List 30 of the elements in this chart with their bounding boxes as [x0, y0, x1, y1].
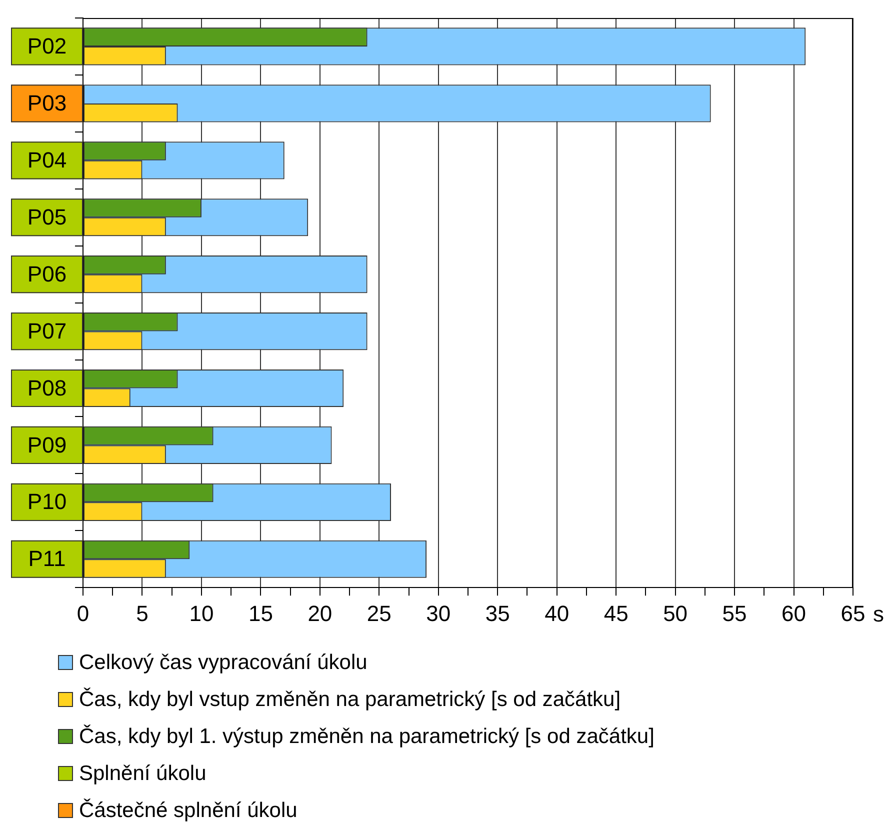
x-tick-label: 5 — [136, 600, 148, 626]
x-tick-label: 40 — [544, 600, 570, 626]
y-tick-label: P05 — [27, 204, 67, 230]
y-tick-label: P09 — [27, 432, 67, 458]
legend-label: Celkový čas vypracování úkolu — [79, 650, 368, 674]
legend-label: Čas, kdy byl 1. výstup změněn na parametrický [s od začátku] — [79, 724, 654, 748]
x-tick-label: 50 — [663, 600, 688, 626]
x-tick-label: 30 — [426, 600, 451, 626]
y-tick-label: P06 — [27, 261, 67, 286]
x-tick-label: 35 — [485, 600, 510, 626]
legend-label: Splnění úkolu — [79, 762, 206, 786]
legend-label: Částečné splnění úkolu — [79, 798, 298, 822]
x-tick-label: 65 — [840, 600, 866, 626]
y-tick-label: P08 — [27, 375, 67, 400]
x-tick-label: 55 — [722, 600, 747, 626]
legend-label: Čas, kdy byl vstup změněn na parametrický [s od začátku] — [79, 688, 621, 712]
y-tick-label: P07 — [27, 318, 67, 344]
x-tick-label: 45 — [604, 600, 628, 626]
x-tick-label: 60 — [782, 600, 806, 626]
y-tick-label: P11 — [28, 546, 66, 572]
x-tick-label: 20 — [308, 600, 332, 626]
x-tick-label: 15 — [248, 600, 273, 626]
y-tick-label: P03 — [27, 90, 67, 116]
x-axis-title: s — [873, 602, 884, 627]
x-tick-label: 0 — [76, 600, 90, 626]
y-tick-label: P02 — [27, 34, 67, 59]
x-tick-label: 25 — [366, 600, 392, 626]
y-tick-label: P04 — [27, 147, 67, 172]
y-tick-label: P10 — [27, 489, 67, 514]
x-tick-label: 10 — [189, 600, 214, 626]
